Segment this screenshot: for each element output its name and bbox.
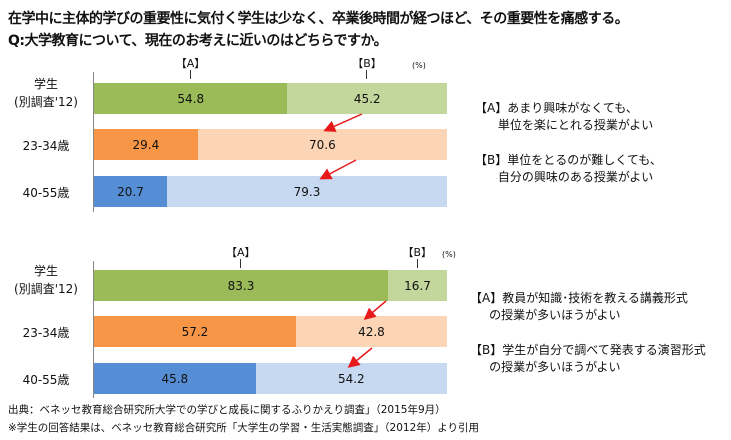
arrow xyxy=(323,113,363,132)
bar-segment-b: 54.2 xyxy=(255,363,447,394)
arrow xyxy=(347,347,373,368)
header-a-tick xyxy=(189,70,191,79)
header-b-tick xyxy=(366,70,368,79)
header-a-tick xyxy=(240,259,242,268)
bar-segment-b: 79.3 xyxy=(167,176,447,207)
row-label: 23-34歳 xyxy=(22,139,70,153)
legend-a: 【A】あまり興味がなくても、 単位を楽にとれる授業がよい xyxy=(475,101,654,132)
header-b-tick xyxy=(416,259,418,268)
header-b: 【B】 xyxy=(352,57,382,70)
header-b: 【B】 xyxy=(402,246,433,259)
source-note-2: ※学生の回答結果は、ベネッセ教育総合研究所「大学生の学習・生活実態調査」（201… xyxy=(8,422,480,434)
row-label: 23-34歳 xyxy=(22,326,70,340)
row-label: 40-55歳 xyxy=(22,186,70,200)
legend-b: 【B】学生が自分で調べて発表する演習形式 の授業が多いほうがよい xyxy=(470,343,706,374)
bar-segment-a: 54.8 xyxy=(94,83,288,114)
question-text: Q:大学教育について、現在のお考えに近いのはどちらですか。 xyxy=(8,33,388,49)
bar-segment-b: 16.7 xyxy=(388,270,447,301)
bar-segment-a: 45.8 xyxy=(94,363,256,394)
unit-label: (%) xyxy=(442,250,456,259)
header-a: 【A】 xyxy=(226,246,256,259)
axis-line xyxy=(93,72,94,212)
axis-line xyxy=(93,261,94,398)
bar-segment-a: 20.7 xyxy=(94,176,168,207)
bar-segment-a: 29.4 xyxy=(94,129,198,160)
bar-segment-a: 57.2 xyxy=(94,316,296,347)
source-note: 出典：ベネッセ教育総合研究所大学での学びと成長に関するふりかえり調査」（2015… xyxy=(8,404,446,416)
arrow xyxy=(319,159,357,180)
row-label: 40-55歳 xyxy=(22,373,70,387)
legend-a: 【A】教員が知識･技術を教える講義形式 の授業が多いほうがよい xyxy=(470,291,688,322)
unit-label: (%) xyxy=(412,61,426,70)
bar-segment-b: 45.2 xyxy=(287,83,447,114)
legend-b: 【B】単位をとるのが難しくても、 自分の興味のある授業がよい xyxy=(475,153,662,184)
row-label: 学生 (別調査'12) xyxy=(14,77,78,109)
page-title: 在学中に主体的学びの重要性に気付く学生は少なく、卒業後時間が経つほど、その重要性… xyxy=(8,11,629,27)
bar-segment-b: 70.6 xyxy=(197,129,447,160)
bar-segment-b: 42.8 xyxy=(295,316,447,347)
header-a: 【A】 xyxy=(175,57,206,70)
arrow xyxy=(363,300,387,320)
row-label: 学生 (別調査'12) xyxy=(14,264,78,296)
bar-segment-a: 83.3 xyxy=(94,270,389,301)
